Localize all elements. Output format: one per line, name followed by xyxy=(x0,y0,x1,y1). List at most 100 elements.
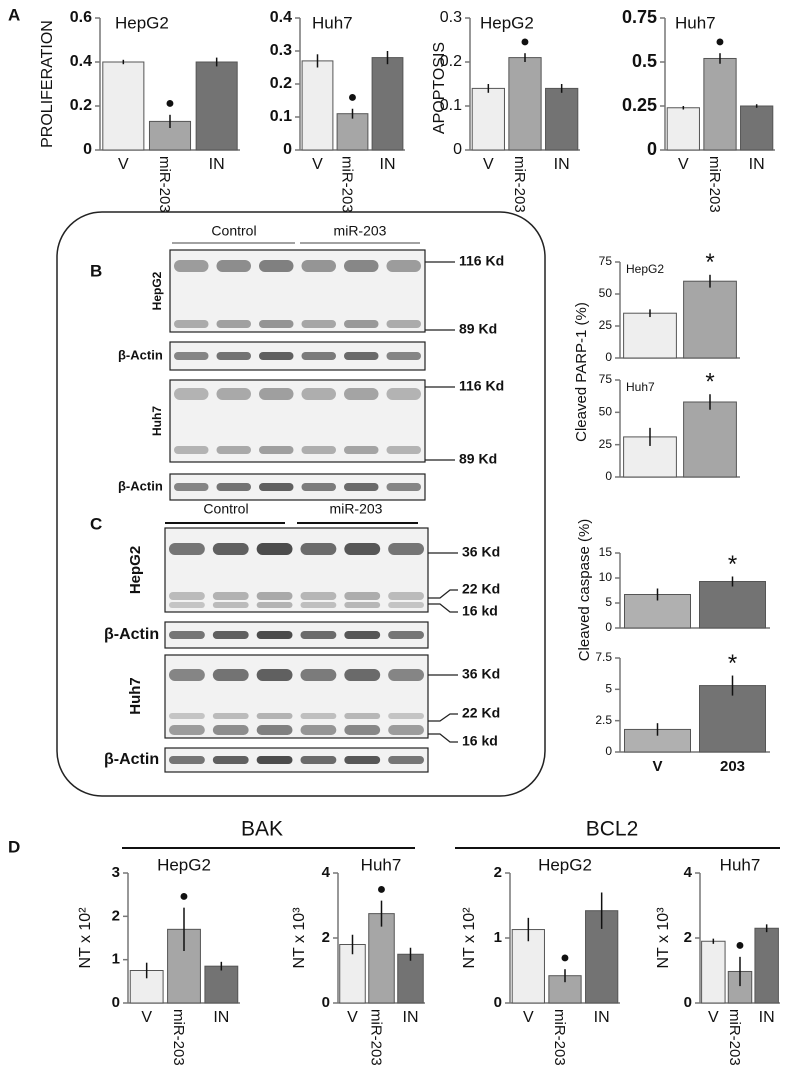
significance-mark: ● xyxy=(520,33,530,50)
y-tick-label: 25 xyxy=(599,437,613,451)
size-label: 116 Kd xyxy=(459,378,504,394)
blot-band xyxy=(344,260,379,272)
blot-band xyxy=(344,725,381,735)
significance-mark: * xyxy=(705,369,714,396)
panel-letter: C xyxy=(90,514,102,533)
y-tick-label: 0.5 xyxy=(632,51,657,71)
blot-band xyxy=(388,756,424,764)
blot-band xyxy=(344,388,379,400)
bar xyxy=(623,312,677,359)
blot-band xyxy=(386,320,421,328)
x-tick-label: 203 xyxy=(720,758,745,775)
y-tick-label: 0 xyxy=(605,469,612,483)
blot-band xyxy=(216,388,251,400)
x-tick-label: V xyxy=(652,758,662,775)
significance-mark: ● xyxy=(165,95,175,112)
blot-band xyxy=(259,446,294,454)
blot-band xyxy=(212,725,249,735)
significance-mark: ● xyxy=(179,888,189,905)
significance-mark: ● xyxy=(377,881,387,898)
size-label: 89 Kd xyxy=(459,451,497,467)
x-tick-label: miR-203 xyxy=(551,1009,568,1066)
blot-header: Control xyxy=(211,223,256,239)
y-axis-label: NT x 10² xyxy=(461,907,478,969)
panel-letter: A xyxy=(8,5,20,24)
x-tick-label: miR-203 xyxy=(368,1009,385,1066)
size-connector xyxy=(428,733,458,743)
blot-band xyxy=(169,602,205,608)
bar xyxy=(683,401,737,478)
blot-band xyxy=(169,725,205,735)
blot-band xyxy=(344,602,381,608)
size-label: 116 Kd xyxy=(459,253,504,269)
chart-title: Huh7 xyxy=(626,380,655,394)
chart-title: Huh7 xyxy=(720,855,761,874)
blot xyxy=(164,527,429,613)
chart-title: HepG2 xyxy=(538,855,592,874)
y-tick-label: 1 xyxy=(112,951,120,968)
blot-band xyxy=(256,592,293,600)
blot-band xyxy=(344,543,381,555)
blot xyxy=(164,747,429,773)
blot-band xyxy=(344,756,381,764)
panel-letter: B xyxy=(90,261,102,280)
blot-band xyxy=(216,352,251,360)
bar xyxy=(701,940,726,1004)
blot-header: miR-203 xyxy=(330,501,383,517)
blot-band xyxy=(216,446,251,454)
bar xyxy=(699,685,766,753)
x-tick-label: V xyxy=(141,1009,152,1026)
blot-band xyxy=(388,631,424,639)
blot-row-label: Huh7 xyxy=(150,406,164,436)
chart-title: HepG2 xyxy=(157,855,211,874)
y-axis-label: Cleaved caspase (%) xyxy=(576,519,593,662)
y-tick-label: 0.3 xyxy=(270,42,292,59)
y-tick-label: 0 xyxy=(322,994,330,1011)
blot-band xyxy=(256,543,293,555)
blot-band xyxy=(174,260,209,272)
size-label: 36 Kd xyxy=(462,666,500,682)
x-tick-label: V xyxy=(312,156,323,173)
blot-band xyxy=(300,756,337,764)
blot-row-label: β-Actin xyxy=(104,751,159,768)
y-axis-label: NT x 10³ xyxy=(291,907,308,969)
bar xyxy=(336,113,369,151)
bar xyxy=(301,60,334,151)
blot-band xyxy=(256,669,293,681)
blot-band xyxy=(212,602,249,608)
y-tick-label: 0 xyxy=(605,350,612,364)
significance-mark: ● xyxy=(735,937,745,954)
chart-title: Huh7 xyxy=(361,855,402,874)
bar xyxy=(511,929,545,1004)
bar xyxy=(508,57,542,151)
x-tick-label: IN xyxy=(213,1009,229,1026)
x-tick-label: miR-203 xyxy=(706,156,723,213)
significance-mark: * xyxy=(728,551,737,578)
y-tick-label: 4 xyxy=(322,864,331,881)
blot-header: Control xyxy=(203,501,248,517)
blot-frame xyxy=(56,211,546,797)
blot-band xyxy=(212,543,249,555)
y-tick-label: 0 xyxy=(605,620,612,634)
y-axis-label: PROLIFERATION xyxy=(39,20,56,148)
blot-band xyxy=(169,592,205,600)
x-tick-label: miR-203 xyxy=(339,156,356,213)
x-tick-label: IN xyxy=(749,156,765,173)
y-tick-label: 0.2 xyxy=(440,53,462,70)
blot-row-label: β-Actin xyxy=(118,478,163,493)
blot-band xyxy=(388,725,424,735)
blot-band xyxy=(300,631,337,639)
blot-band xyxy=(300,669,337,681)
blot-band xyxy=(301,446,336,454)
y-tick-label: 5 xyxy=(605,682,612,696)
chart-title: HepG2 xyxy=(115,13,169,32)
y-tick-label: 0.6 xyxy=(70,9,92,26)
size-label: 22 Kd xyxy=(462,581,500,597)
blot-band xyxy=(301,352,336,360)
y-tick-label: 0.1 xyxy=(270,108,292,125)
y-tick-label: 0.1 xyxy=(440,97,462,114)
blot-band xyxy=(169,669,205,681)
blot-band xyxy=(256,631,293,639)
blot-band xyxy=(256,725,293,735)
